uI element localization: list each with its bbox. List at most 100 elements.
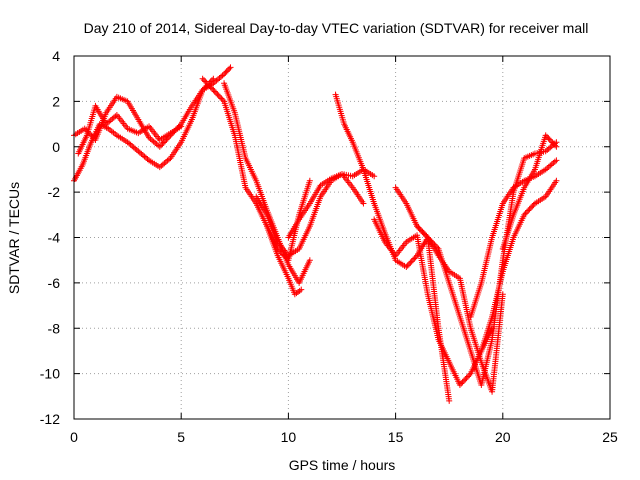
data-point-interp xyxy=(415,224,422,231)
data-point xyxy=(424,234,431,241)
data-point-interp xyxy=(426,235,433,242)
data-point-interp xyxy=(460,377,467,384)
y-tick-label: 4 xyxy=(52,48,60,64)
data-point xyxy=(360,200,367,207)
y-axis-label: SDTVAR / TECUs xyxy=(6,182,22,294)
data-point-interp xyxy=(428,238,435,245)
series-track-c xyxy=(75,102,185,157)
series-track-j xyxy=(371,216,496,388)
series-track-m xyxy=(467,157,560,320)
data-point-interp xyxy=(431,241,438,248)
data-point-interp xyxy=(205,81,211,88)
data-point-interp xyxy=(412,254,419,261)
data-point-interp xyxy=(411,255,418,262)
data-point-interp xyxy=(422,231,429,238)
data-point-interp xyxy=(434,244,441,251)
series-track-f xyxy=(253,166,378,259)
data-point-interp xyxy=(416,225,423,232)
y-tick-label: -12 xyxy=(40,411,60,427)
data-point-interp xyxy=(158,142,165,149)
y-tick-label: 0 xyxy=(52,139,60,155)
series-track-o xyxy=(499,132,560,252)
data-point-interp xyxy=(217,94,224,101)
data-point xyxy=(306,177,313,184)
data-point-interp xyxy=(226,65,233,72)
data-point-interp xyxy=(419,228,426,235)
data-point xyxy=(553,157,560,164)
x-tick-label: 5 xyxy=(177,429,185,445)
series-track-e xyxy=(221,80,313,286)
data-point xyxy=(210,75,217,82)
data-point-interp xyxy=(548,138,555,145)
data-points xyxy=(71,64,560,404)
data-point xyxy=(446,397,453,404)
data-point xyxy=(210,87,217,94)
data-point xyxy=(371,173,378,180)
data-point-interp xyxy=(423,233,430,240)
data-point-interp xyxy=(463,374,470,381)
series-track-d xyxy=(199,75,305,298)
data-point xyxy=(199,75,206,82)
data-point-interp xyxy=(202,78,209,85)
data-point-interp xyxy=(552,142,559,149)
x-tick-label: 20 xyxy=(495,429,511,445)
data-point-interp xyxy=(218,95,225,102)
data-point-interp xyxy=(207,78,214,85)
data-point-interp xyxy=(525,207,532,214)
data-point-interp xyxy=(206,82,213,89)
data-point-interp xyxy=(410,256,417,263)
x-axis-label: GPS time / hours xyxy=(289,457,396,473)
data-point xyxy=(298,286,305,293)
data-point xyxy=(199,87,206,94)
data-point-interp xyxy=(550,140,557,147)
plot-frame xyxy=(73,55,611,420)
data-point-interp xyxy=(549,139,556,146)
data-point-interp xyxy=(209,77,216,84)
y-tick-label: -2 xyxy=(48,184,61,200)
data-point-interp xyxy=(278,250,285,257)
data-point-interp xyxy=(214,91,221,98)
data-point xyxy=(414,223,421,230)
data-point-interp xyxy=(404,262,411,269)
data-point-interp xyxy=(432,243,439,250)
data-point-interp xyxy=(527,204,534,211)
data-point-interp xyxy=(523,208,530,215)
grid xyxy=(74,56,610,419)
series-track-b xyxy=(71,75,217,184)
y-tick-label: -6 xyxy=(48,275,61,291)
data-point-interp xyxy=(223,68,230,75)
chart-title: Day 210 of 2014, Sidereal Day-to-day VTE… xyxy=(84,20,589,36)
data-point-interp xyxy=(202,84,209,91)
data-point xyxy=(403,263,410,270)
data-point-interp xyxy=(545,135,552,142)
y-tick-label: 2 xyxy=(52,93,60,109)
data-point-interp xyxy=(215,92,222,99)
data-point-interp xyxy=(522,210,529,217)
data-point xyxy=(521,211,528,218)
data-point-interp xyxy=(209,85,216,92)
data-point-interp xyxy=(408,258,415,265)
series-track-g xyxy=(263,177,313,264)
data-point-interp xyxy=(530,201,537,208)
data-point-interp xyxy=(87,131,94,138)
data-point xyxy=(553,143,560,150)
series-track-n xyxy=(478,177,560,354)
data-point-interp xyxy=(277,248,284,255)
data-point-interp xyxy=(200,77,207,84)
data-point-interp xyxy=(529,203,536,210)
data-point-interp xyxy=(458,380,465,387)
data-point xyxy=(456,381,463,388)
data-point-interp xyxy=(466,372,473,379)
series-track-h xyxy=(285,170,367,241)
y-tick-label: -10 xyxy=(40,366,60,382)
data-point-interp xyxy=(159,140,166,147)
data-point-interp xyxy=(407,259,414,266)
x-tick-label: 0 xyxy=(70,429,78,445)
data-point-interp xyxy=(276,247,283,254)
x-tick-label: 15 xyxy=(388,429,404,445)
data-point-interp xyxy=(546,136,553,143)
x-tick-label: 25 xyxy=(602,429,618,445)
data-point xyxy=(553,177,560,184)
data-point xyxy=(221,71,228,78)
